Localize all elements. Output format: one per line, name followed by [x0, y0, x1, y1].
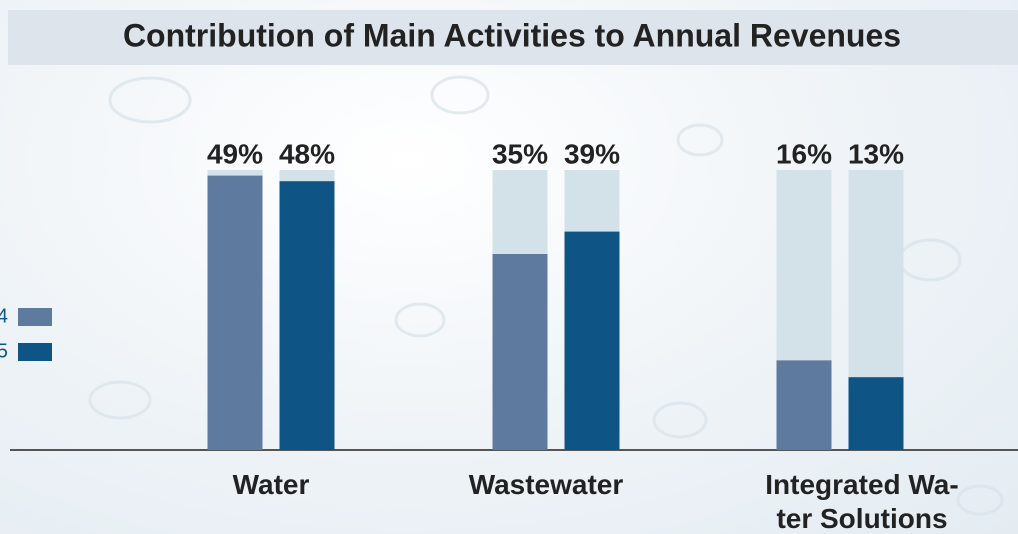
- legend-label: 5: [0, 340, 8, 362]
- bar: [492, 254, 548, 450]
- title-band: [8, 10, 1018, 65]
- bar: [279, 181, 335, 450]
- value-label: 49%: [207, 138, 263, 169]
- chart-title: Contribution of Main Activities to Annua…: [123, 17, 901, 53]
- legend-swatch: [18, 343, 52, 361]
- value-label: 35%: [492, 138, 548, 169]
- value-label: 39%: [564, 138, 620, 169]
- bar: [564, 231, 620, 450]
- bar: [848, 377, 904, 450]
- value-label: 16%: [776, 138, 832, 169]
- bar: [776, 360, 832, 450]
- legend-swatch: [18, 308, 52, 326]
- legend-label: 4: [0, 305, 8, 327]
- background-drops: [88, 75, 1004, 516]
- x-tick-label: Water: [232, 469, 310, 500]
- bar: [207, 175, 263, 450]
- x-tick-label: Wastewater: [468, 469, 624, 500]
- value-label: 13%: [848, 138, 904, 169]
- x-tick-label: Integrated Wa- ter Solutions: [765, 469, 959, 534]
- value-label: 48%: [279, 138, 335, 169]
